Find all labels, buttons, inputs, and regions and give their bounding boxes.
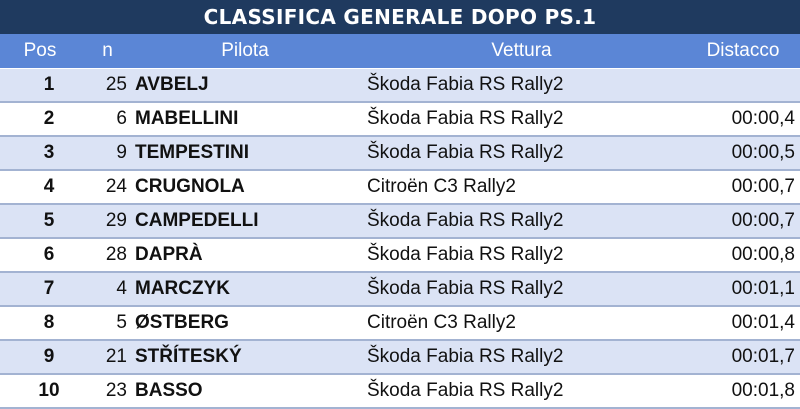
row-gap: 00:00,7 [731, 176, 795, 197]
table-header-row: Pos n Pilota Vettura Distacco [0, 34, 800, 69]
header-car: Vettura [491, 40, 552, 61]
row-num: 23 [105, 380, 127, 401]
row-car: Škoda Fabia RS Rally2 [367, 108, 564, 129]
row-pos: 2 [43, 108, 55, 129]
row-driver: TEMPESTINI [135, 142, 250, 163]
row-driver: ØSTBERG [135, 312, 229, 333]
row-pos: 1 [43, 74, 55, 95]
row-driver: BASSO [135, 380, 203, 401]
row-num: 29 [105, 210, 127, 231]
row-num: 4 [116, 278, 127, 299]
header-gap: Distacco [706, 40, 780, 61]
table-row: 7 4 MARCZYK Škoda Fabia RS Rally2 00:01,… [0, 273, 800, 307]
table-title: CLASSIFICA GENERALE DOPO PS.1 [0, 0, 800, 34]
row-car: Škoda Fabia RS Rally2 [367, 210, 564, 231]
row-num: 6 [116, 108, 127, 129]
row-driver: MABELLINI [135, 108, 239, 129]
row-pos: 3 [43, 142, 55, 163]
table-row: 1 25 AVBELJ Škoda Fabia RS Rally2 [0, 69, 800, 103]
row-pos: 5 [43, 210, 55, 231]
table-row: 4 24 CRUGNOLA Citroën C3 Rally2 00:00,7 [0, 171, 800, 205]
table-row: 5 29 CAMPEDELLI Škoda Fabia RS Rally2 00… [0, 205, 800, 239]
row-pos: 6 [43, 244, 55, 265]
row-num: 5 [116, 312, 127, 333]
row-num: 9 [116, 142, 127, 163]
table-row: 6 28 DAPRÀ Škoda Fabia RS Rally2 00:00,8 [0, 239, 800, 273]
row-car: Škoda Fabia RS Rally2 [367, 244, 564, 265]
row-gap: 00:01,7 [731, 346, 795, 367]
row-num: 24 [105, 176, 127, 197]
table-body: 1 25 AVBELJ Škoda Fabia RS Rally2 2 6 MA… [0, 69, 800, 409]
row-pos: 7 [43, 278, 55, 299]
row-gap: 00:01,4 [731, 312, 795, 333]
row-num: 25 [105, 74, 127, 95]
row-num: 21 [105, 346, 127, 367]
header-pos: Pos [23, 40, 57, 61]
table-row: 9 21 STŘÍTESKÝ Škoda Fabia RS Rally2 00:… [0, 341, 800, 375]
header-num: n [102, 40, 113, 61]
row-driver: CAMPEDELLI [135, 210, 259, 231]
header-driver: Pilota [221, 40, 269, 61]
row-pos: 8 [43, 312, 55, 333]
row-driver: CRUGNOLA [135, 176, 245, 197]
row-car: Citroën C3 Rally2 [367, 176, 516, 197]
row-pos: 10 [38, 380, 60, 401]
row-driver: STŘÍTESKÝ [135, 346, 242, 367]
row-car: Škoda Fabia RS Rally2 [367, 380, 564, 401]
row-pos: 4 [43, 176, 55, 197]
row-driver: AVBELJ [135, 74, 209, 95]
row-gap: 00:00,5 [731, 142, 795, 163]
row-car: Škoda Fabia RS Rally2 [367, 278, 564, 299]
row-gap: 00:00,7 [731, 210, 795, 231]
row-car: Škoda Fabia RS Rally2 [367, 74, 564, 95]
row-car: Citroën C3 Rally2 [367, 312, 516, 333]
row-car: Škoda Fabia RS Rally2 [367, 346, 564, 367]
row-gap: 00:00,4 [731, 108, 795, 129]
row-driver: DAPRÀ [135, 244, 203, 265]
table-row: 3 9 TEMPESTINI Škoda Fabia RS Rally2 00:… [0, 137, 800, 171]
row-num: 28 [105, 244, 127, 265]
row-gap [688, 69, 798, 101]
row-gap: 00:01,8 [731, 380, 795, 401]
table-row: 2 6 MABELLINI Škoda Fabia RS Rally2 00:0… [0, 103, 800, 137]
table-row: 10 23 BASSO Škoda Fabia RS Rally2 00:01,… [0, 375, 800, 409]
row-car: Škoda Fabia RS Rally2 [367, 142, 564, 163]
table-row: 8 5 ØSTBERG Citroën C3 Rally2 00:01,4 [0, 307, 800, 341]
row-pos: 9 [43, 346, 55, 367]
row-gap: 00:01,1 [731, 278, 795, 299]
row-gap: 00:00,8 [731, 244, 795, 265]
row-driver: MARCZYK [135, 278, 230, 299]
